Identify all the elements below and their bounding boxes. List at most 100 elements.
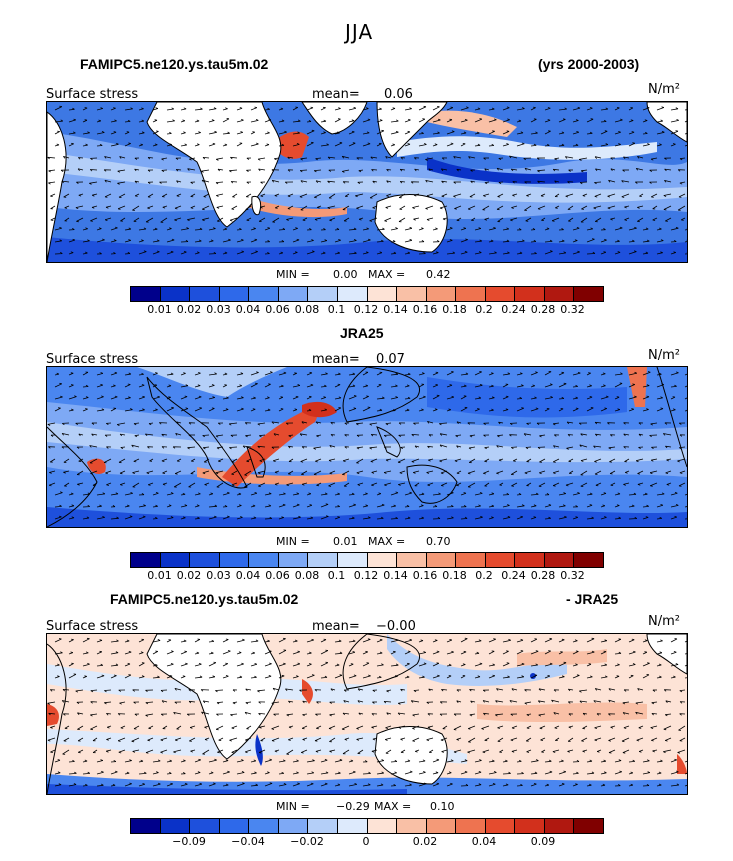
stress-vector-head xyxy=(59,226,62,229)
stress-vector xyxy=(166,773,172,775)
stress-vector-head xyxy=(493,118,497,121)
stress-vector-head xyxy=(588,663,592,665)
panel3-cbar-ticks: −0.09 −0.04 −0.02 0 0.02 0.04 0.09 xyxy=(0,835,733,849)
stress-vector xyxy=(82,663,90,667)
stress-vector xyxy=(90,169,98,171)
stress-vector xyxy=(488,385,494,388)
stress-vector xyxy=(558,676,565,679)
stress-vector xyxy=(502,773,511,775)
stress-vector-head xyxy=(510,713,514,716)
stress-vector xyxy=(681,217,686,221)
stress-vector-head xyxy=(130,491,133,494)
stress-vector-head xyxy=(212,675,216,678)
stress-vector xyxy=(553,445,560,448)
stress-vector xyxy=(300,157,308,160)
stress-vector-head xyxy=(312,759,315,762)
stress-vector xyxy=(216,193,224,196)
stress-vector xyxy=(572,131,579,135)
stress-vector xyxy=(90,689,98,691)
stress-vector-head xyxy=(575,505,578,508)
stress-vector-head xyxy=(386,180,389,184)
stress-vector xyxy=(474,108,481,111)
stress-vector xyxy=(292,396,299,400)
stress-vector xyxy=(456,421,462,424)
stress-vector-head xyxy=(372,738,376,741)
stress-vector xyxy=(134,434,140,437)
stress-vector xyxy=(628,651,636,655)
stress-vector-head xyxy=(296,503,300,506)
stress-vector-head xyxy=(633,492,637,495)
stress-vector-head xyxy=(143,771,147,774)
stress-vector-head xyxy=(673,239,677,242)
stress-vector-head xyxy=(491,408,494,411)
stress-vector-head xyxy=(479,662,483,665)
stress-vector xyxy=(488,638,496,643)
stress-vector-head xyxy=(254,106,257,108)
stress-vector-head xyxy=(84,759,88,762)
stress-vector-head xyxy=(589,759,593,762)
stress-vector xyxy=(301,482,308,485)
stress-vector-head xyxy=(519,372,523,374)
stress-vector xyxy=(306,772,314,775)
panel3-cbar-tick: 0.02 xyxy=(412,835,438,848)
stress-vector-head xyxy=(309,227,312,231)
stress-vector-head xyxy=(602,372,606,375)
stress-vector-head xyxy=(327,180,330,184)
stress-vector-head xyxy=(436,782,440,785)
stress-vector xyxy=(166,783,173,787)
stress-vector xyxy=(138,240,144,243)
stress-vector xyxy=(202,434,210,436)
stress-vector-head xyxy=(301,483,305,486)
stress-vector-head xyxy=(106,739,109,741)
stress-vector xyxy=(418,652,426,655)
stress-vector-head xyxy=(603,650,607,652)
stress-vector xyxy=(446,396,455,400)
panel2-cbar-tick: 0.06 xyxy=(265,569,290,582)
stress-vector-head xyxy=(507,675,510,678)
stress-vector xyxy=(404,227,412,231)
stress-vector xyxy=(412,713,420,716)
stress-vector-head xyxy=(565,195,569,198)
stress-vector xyxy=(68,239,76,243)
stress-vector-head xyxy=(367,783,371,786)
stress-vector xyxy=(638,433,644,436)
stress-vector xyxy=(320,772,329,775)
stress-vector-head xyxy=(449,118,453,121)
stress-vector-head xyxy=(143,250,147,252)
stress-vector-head xyxy=(75,422,79,426)
stress-vector-head xyxy=(574,639,578,642)
stress-vector-head xyxy=(422,118,425,120)
stress-vector xyxy=(348,663,354,667)
stress-vector-head xyxy=(616,504,620,506)
stress-vector xyxy=(664,180,672,183)
panel3-colorbar-swatch xyxy=(574,819,603,833)
stress-vector-head xyxy=(267,639,270,642)
stress-vector xyxy=(358,169,364,172)
stress-vector xyxy=(586,772,595,775)
stress-vector-head xyxy=(353,770,356,773)
stress-vector-head xyxy=(113,239,117,241)
stress-vector-head xyxy=(344,422,348,425)
stress-vector-head xyxy=(548,759,552,762)
stress-vector xyxy=(82,760,88,763)
panel2-min-label: MIN = xyxy=(276,535,310,548)
stress-vector-head xyxy=(168,384,172,387)
stress-vector xyxy=(92,749,98,753)
stress-vector-head xyxy=(602,783,606,786)
stress-vector-head xyxy=(338,107,341,109)
stress-vector xyxy=(152,372,158,376)
stress-vector xyxy=(75,689,84,692)
stress-vector-head xyxy=(553,472,556,474)
stress-vector xyxy=(96,517,105,520)
stress-vector xyxy=(595,482,602,486)
stress-vector-head xyxy=(127,662,131,665)
stress-vector-head xyxy=(241,407,244,410)
stress-vector-head xyxy=(470,180,473,184)
stress-vector xyxy=(595,421,602,424)
stress-vector xyxy=(650,482,658,487)
stress-vector xyxy=(47,156,56,159)
stress-vector-head xyxy=(589,384,592,387)
stress-vector xyxy=(376,493,382,496)
stress-vector xyxy=(586,228,593,231)
stress-vector xyxy=(236,760,244,763)
